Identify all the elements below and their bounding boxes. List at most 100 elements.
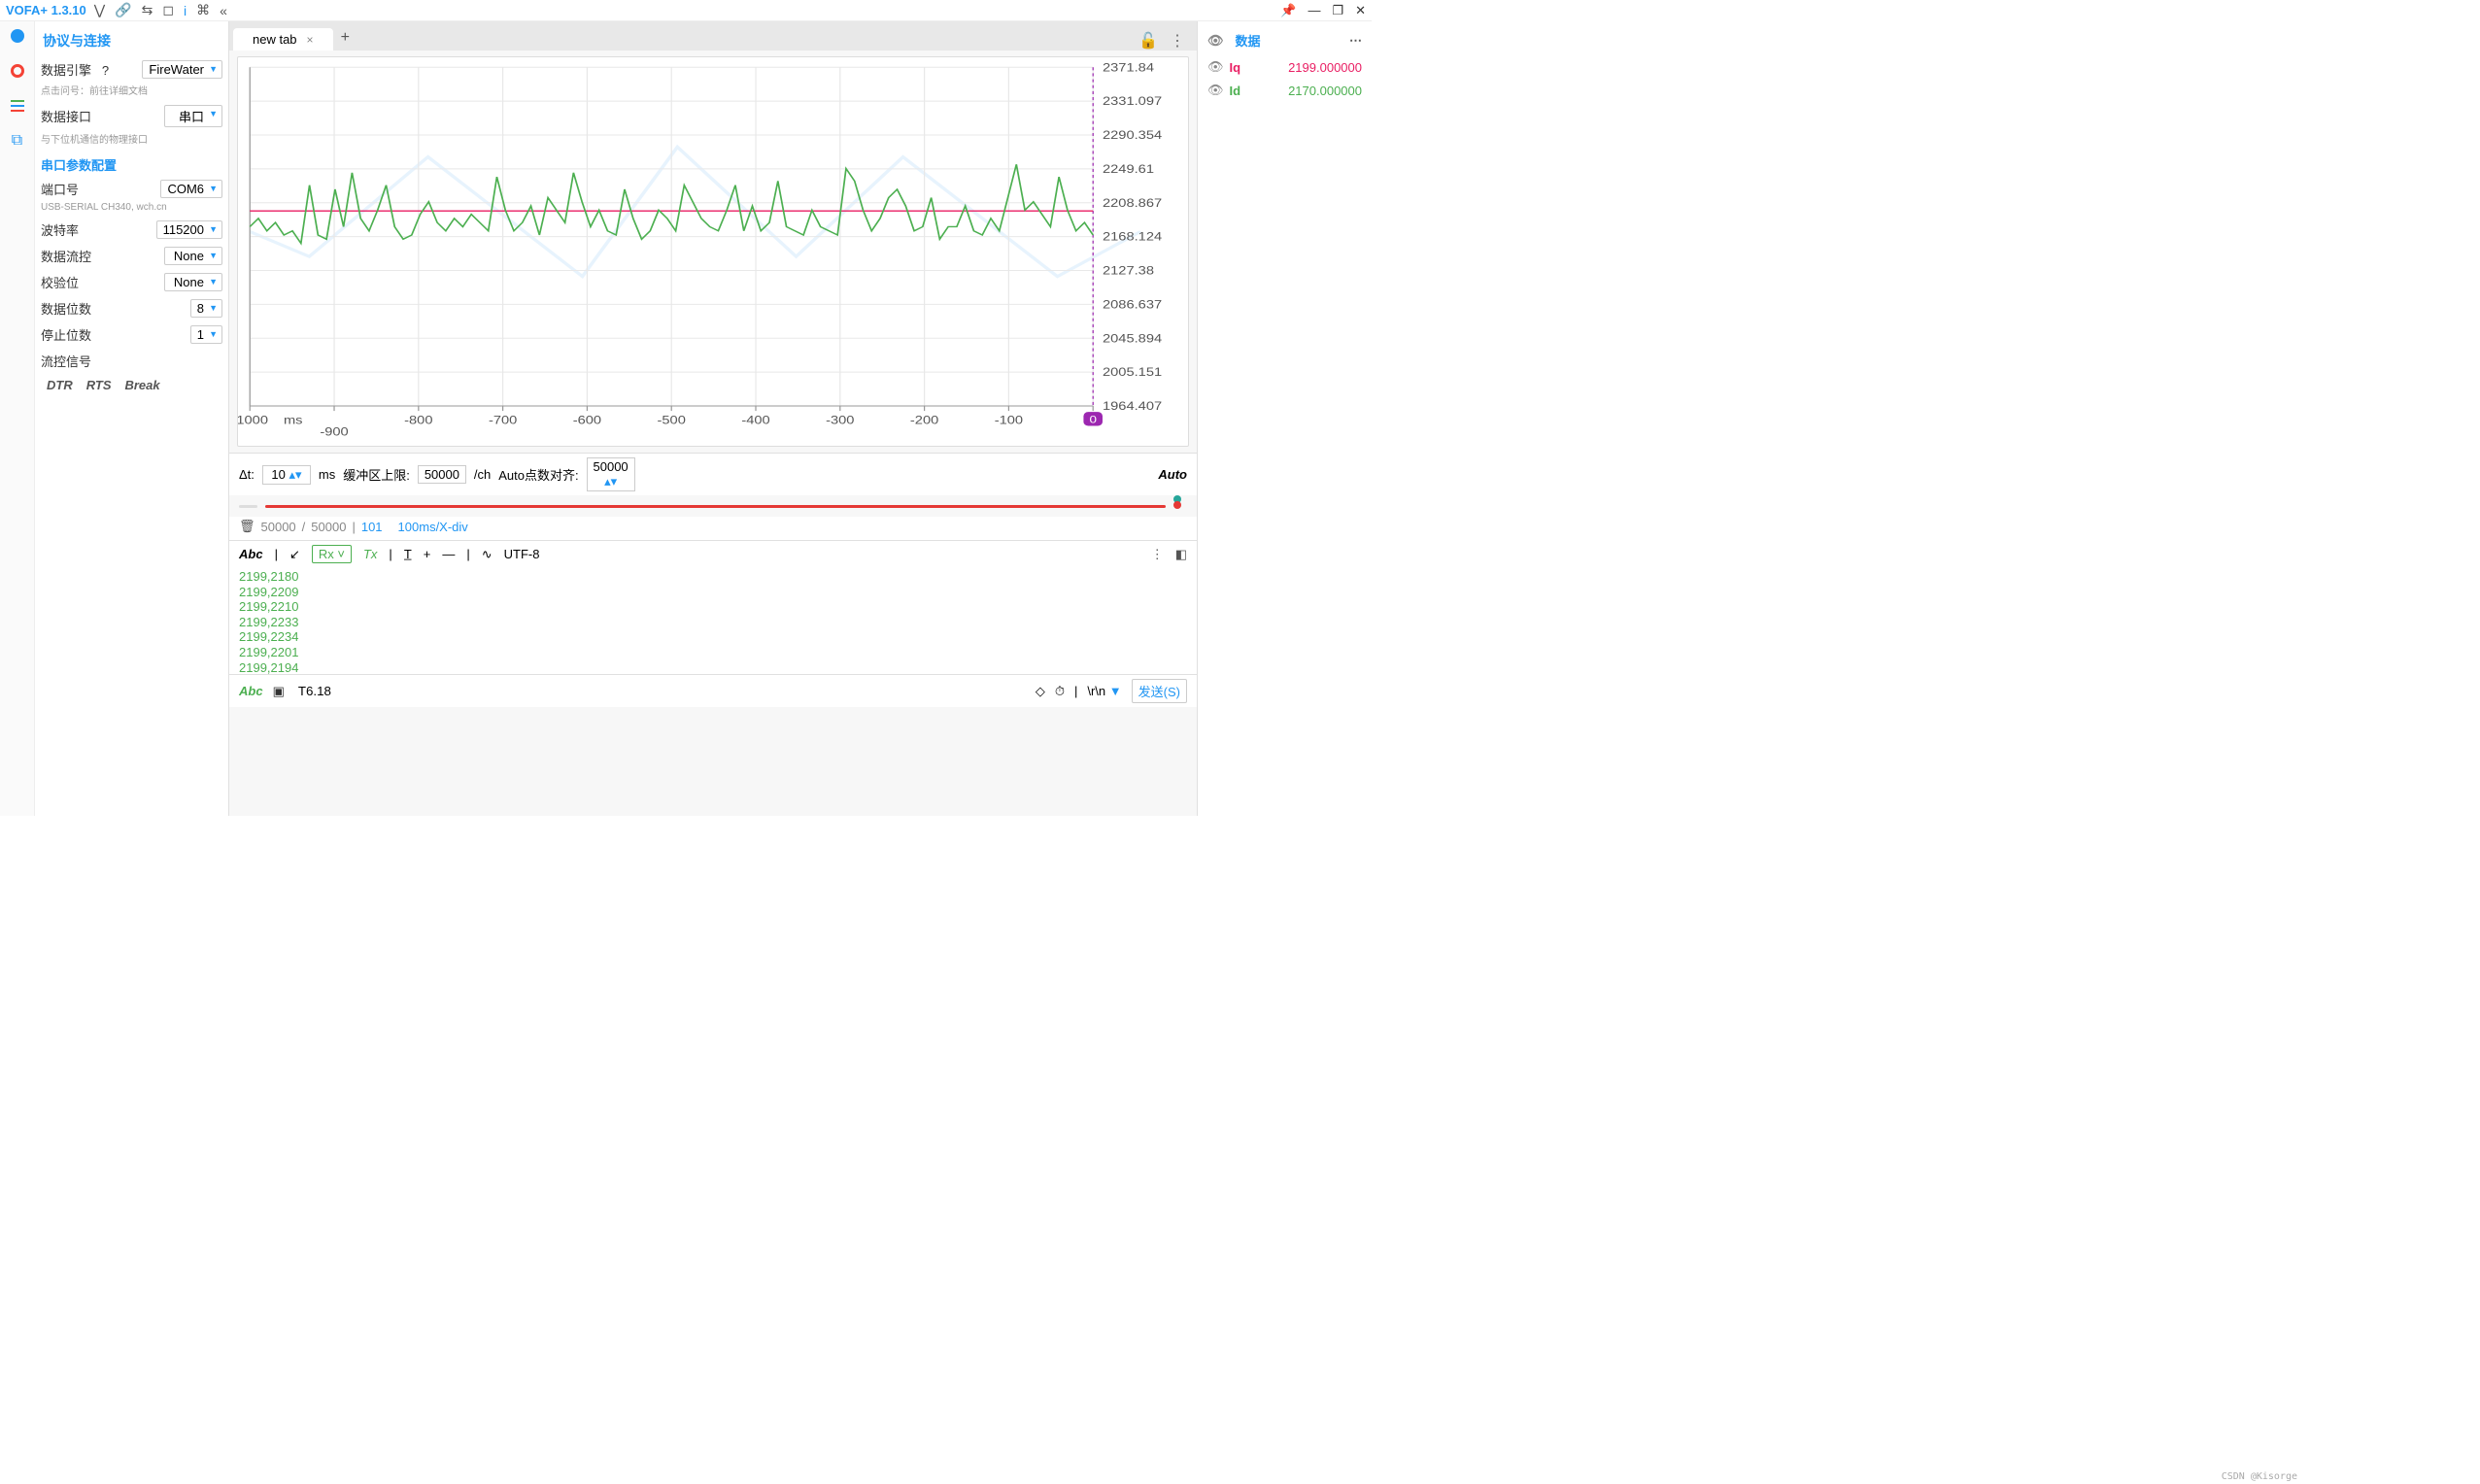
clock-icon[interactable]: ⏱ (1055, 684, 1065, 699)
plus-icon[interactable]: + (424, 547, 431, 561)
file-icon[interactable]: ▣ (273, 684, 285, 699)
eye-icon[interactable]: 👁 (1207, 59, 1224, 75)
iface-select[interactable]: 串口 (164, 105, 222, 127)
iface-label: 数据接口 (41, 107, 91, 125)
port-select[interactable]: COM6 (160, 180, 222, 198)
pin-icon[interactable]: 📌 (1280, 3, 1296, 18)
baud-select[interactable]: 115200 (156, 220, 222, 239)
svg-text:2045.894: 2045.894 (1103, 331, 1163, 345)
databits-label: 数据位数 (41, 299, 91, 318)
trash-icon[interactable]: 🗑 (239, 519, 255, 534)
send-abc-toggle[interactable]: Abc (239, 684, 263, 698)
data-row[interactable]: 👁Iq2199.000000 (1206, 55, 1364, 79)
parity-select[interactable]: None (164, 273, 222, 291)
svg-text:0: 0 (1089, 413, 1097, 425)
tab-bar: new tab × + 🔓 ⋮ (229, 21, 1197, 51)
eraser-icon[interactable]: ◧ (1175, 547, 1187, 562)
l-icon[interactable]: ↙ (289, 547, 300, 562)
flow-label: 数据流控 (41, 247, 91, 265)
minimize-icon[interactable]: — (1308, 3, 1320, 18)
watermark: CSDN @Kisorge (2222, 1471, 2297, 1482)
encoding-label: UTF-8 (504, 547, 540, 561)
fcsig-label: 流控信号 (41, 352, 91, 370)
engine-help-icon[interactable]: ? (102, 63, 109, 78)
svg-text:-100: -100 (995, 414, 1023, 427)
port-label: 端口号 (41, 180, 79, 198)
flow-select[interactable]: None (164, 247, 222, 265)
serial-menu-icon[interactable]: ⋮ (1151, 547, 1164, 562)
data-panel-title: 数据 (1236, 31, 1261, 50)
buf-label: 缓冲区上限: (343, 465, 410, 484)
close-icon[interactable]: × (307, 33, 314, 47)
stopbits-label: 停止位数 (41, 325, 91, 344)
align-input[interactable]: 50000 ▴▾ (587, 457, 635, 491)
data-name-label: Id (1230, 84, 1259, 98)
buf-input[interactable]: 50000 (418, 465, 466, 484)
tab-label: new tab (253, 32, 297, 47)
line-chart[interactable]: 2371.842331.0972290.3542249.612208.86721… (238, 57, 1188, 446)
menu-icon[interactable] (9, 97, 26, 115)
text-icon[interactable]: T̲ (404, 547, 412, 561)
svg-text:1964.407: 1964.407 (1103, 399, 1162, 413)
titlebar-icon-2[interactable]: ⇆ (142, 2, 153, 18)
titlebar-icon-1[interactable]: 🔗 (115, 2, 131, 18)
left-toolstrip: ⧉ (0, 21, 35, 816)
data-row[interactable]: 👁 Id 2170.000000 (1206, 79, 1364, 102)
conn-icon[interactable] (9, 27, 26, 45)
port-hint: USB-SERIAL CH340, wch.cn (41, 202, 222, 217)
data-menu-icon[interactable]: ⋯ (1349, 33, 1362, 49)
windows-icon[interactable]: ⧉ (9, 132, 26, 150)
titlebar-icon-6[interactable]: « (220, 3, 227, 18)
svg-text:ms: ms (284, 414, 303, 427)
svg-text:2249.61: 2249.61 (1103, 162, 1154, 176)
svg-text:2005.151: 2005.151 (1103, 365, 1162, 379)
break-toggle[interactable]: Break (124, 378, 159, 392)
minus-icon[interactable]: — (442, 547, 455, 561)
add-tab-button[interactable]: + (333, 25, 357, 51)
dt-input[interactable]: 10 ▴▾ (262, 465, 311, 485)
eye-icon[interactable]: 👁 (1207, 83, 1224, 98)
app-brand: VOFA+ 1.3.10 (6, 3, 86, 17)
titlebar-icon-5[interactable]: ⌘ (196, 2, 210, 18)
record-icon[interactable] (9, 62, 26, 80)
titlebar-icon-4[interactable]: i (184, 3, 187, 18)
live-count: 101 (361, 520, 383, 534)
send-eraser-icon[interactable]: ◇ (1036, 684, 1045, 699)
eol-select[interactable]: \r\n ▼ (1087, 684, 1121, 698)
dt-unit: ms (319, 467, 335, 482)
engine-select[interactable]: FireWater (142, 60, 222, 79)
wave-icon[interactable]: ∿ (482, 547, 493, 562)
serial-line: 2199,2234 (239, 629, 1187, 645)
close-window-icon[interactable]: ✕ (1355, 3, 1366, 18)
svg-text:-700: -700 (489, 414, 517, 427)
engine-label: 数据引擎 ? (41, 60, 109, 79)
serial-line: 2199,2209 (239, 585, 1187, 600)
dt-label: Δt: (239, 467, 255, 482)
rts-toggle[interactable]: RTS (86, 378, 112, 392)
stopbits-select[interactable]: 1 (190, 325, 222, 344)
lock-icon[interactable]: 🔓 (1138, 31, 1158, 51)
tab-new[interactable]: new tab × (233, 28, 333, 51)
timeline-slider[interactable] (239, 499, 1187, 513)
send-input[interactable] (294, 682, 1026, 700)
send-button[interactable]: 发送(S) (1132, 679, 1187, 703)
titlebar-icon-0[interactable]: ⋁ (94, 2, 105, 18)
databits-select[interactable]: 8 (190, 299, 222, 318)
svg-text:-1000: -1000 (238, 414, 268, 427)
maximize-icon[interactable]: ❐ (1332, 3, 1343, 18)
data-value: 2170.000000 (1288, 84, 1362, 98)
tab-menu-icon[interactable]: ⋮ (1170, 31, 1185, 51)
abc-toggle[interactable]: Abc (239, 547, 263, 561)
svg-text:2127.38: 2127.38 (1103, 264, 1154, 278)
eye-icon[interactable]: 👁 (1207, 33, 1224, 49)
titlebar-icon-3[interactable]: ◻ (162, 2, 174, 18)
buffer-status: 🗑 50000 / 50000 | 101 100ms/X-div (229, 517, 1197, 540)
serial-toolbar: Abc | ↙ Rx ˅ Tx | T̲ + — | ∿ UTF-8 ⋮ ◧ (229, 540, 1197, 567)
svg-text:-200: -200 (910, 414, 938, 427)
tx-button[interactable]: Tx (363, 547, 377, 561)
data-name-label: Iq (1230, 60, 1259, 75)
auto-button[interactable]: Auto (1158, 467, 1187, 482)
dtr-toggle[interactable]: DTR (47, 378, 73, 392)
rx-button[interactable]: Rx ˅ (312, 545, 352, 563)
svg-text:2168.124: 2168.124 (1103, 230, 1163, 244)
